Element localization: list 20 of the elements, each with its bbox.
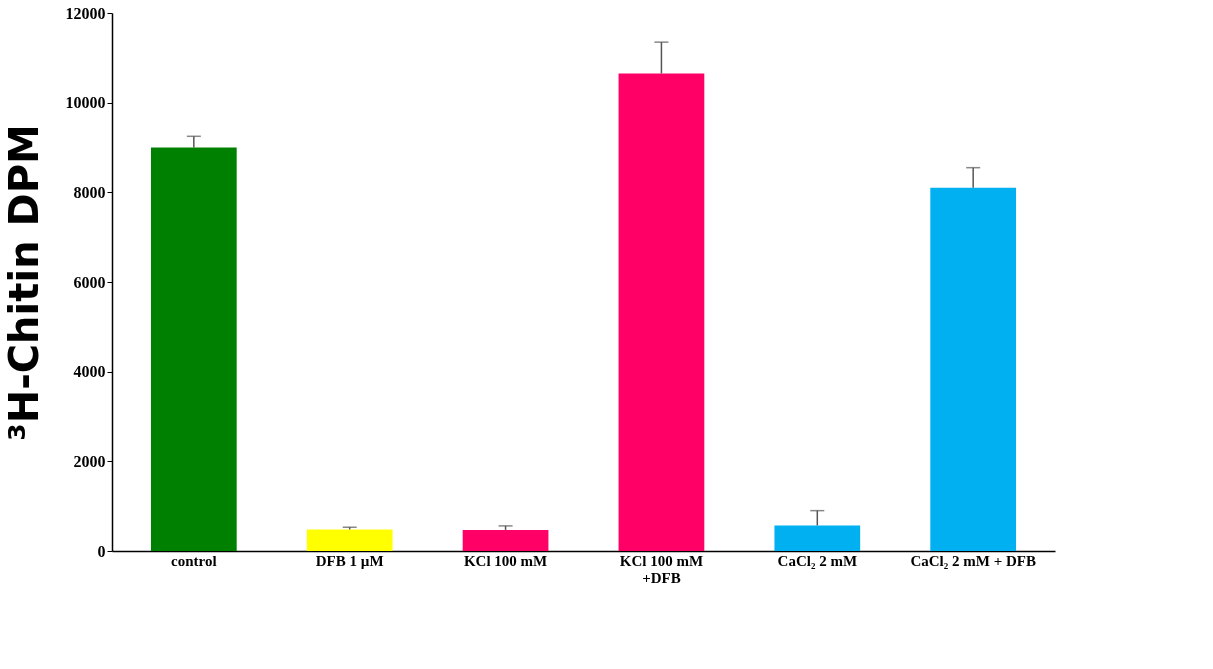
y-axis-title: ³H-Chitin DPM bbox=[0, 124, 47, 441]
bar bbox=[150, 147, 237, 551]
bar bbox=[930, 187, 1017, 551]
bar bbox=[618, 73, 705, 551]
y-tick-label: 0 bbox=[97, 542, 106, 560]
y-tick-label: 10000 bbox=[65, 94, 106, 112]
bar bbox=[462, 529, 549, 551]
y-tick-label: 6000 bbox=[73, 273, 106, 291]
y-tick-label: 8000 bbox=[73, 183, 106, 201]
y-tick-label: 2000 bbox=[73, 452, 106, 470]
y-tick-label: 12000 bbox=[65, 4, 106, 22]
x-tick-label: KCl 100 mM bbox=[463, 552, 548, 569]
x-tick-label: CaCl₂ 2 mM bbox=[777, 552, 858, 569]
x-tick-label: CaCl₂ 2 mM + DFB bbox=[910, 552, 1036, 569]
bar bbox=[774, 525, 861, 551]
x-tick-label: control bbox=[171, 552, 217, 569]
x-tick-label: KCl 100 mM +DFB bbox=[619, 552, 704, 586]
bar bbox=[306, 529, 393, 551]
x-tick-label: DFB 1 µM bbox=[315, 552, 384, 569]
y-tick-label: 4000 bbox=[73, 363, 106, 381]
